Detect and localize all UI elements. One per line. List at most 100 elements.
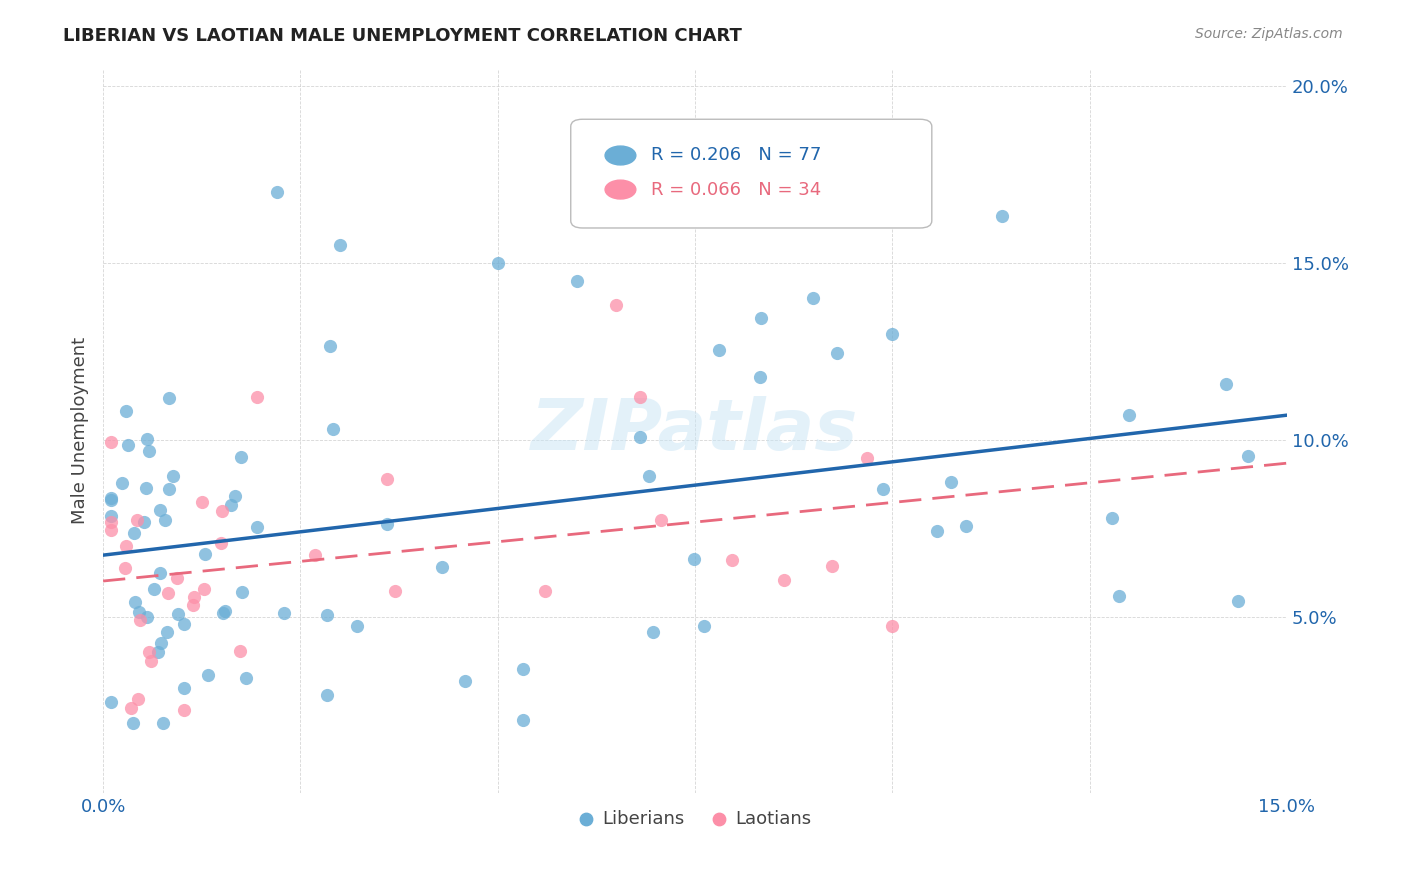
Point (266, 186, 288, 200)
Point (304, 548, 326, 562)
Point (193, 582, 215, 597)
Point (194, 547, 217, 561)
Point (157, 482, 180, 496)
Point (872, 482, 894, 496)
Point (512, 713, 534, 727)
Point (316, 688, 339, 702)
Point (628, 390, 651, 404)
Point (329, 238, 352, 252)
Point (430, 559, 453, 574)
Point (856, 450, 879, 465)
Point (1118, 408, 1140, 422)
Point (115, 404, 138, 418)
Point (136, 433, 159, 447)
Point (117, 438, 139, 452)
Point (605, 298, 627, 312)
Point (322, 422, 344, 436)
Point (693, 619, 716, 633)
Point (773, 573, 796, 587)
Point (149, 503, 172, 517)
Legend: Liberians, Laotians: Liberians, Laotians (572, 803, 818, 835)
Point (1215, 376, 1237, 391)
Point (682, 552, 704, 566)
Text: R = 0.066   N = 34: R = 0.066 N = 34 (651, 180, 821, 199)
Point (136, 609, 159, 624)
Point (156, 624, 179, 639)
Point (486, 256, 509, 270)
Point (162, 468, 184, 483)
Point (115, 539, 138, 553)
Text: Source: ZipAtlas.com: Source: ZipAtlas.com (1195, 27, 1343, 41)
Point (120, 701, 142, 715)
Point (751, 310, 773, 325)
Point (748, 369, 770, 384)
Point (219, 498, 242, 512)
Point (167, 607, 190, 621)
Point (138, 645, 160, 659)
Point (1226, 594, 1249, 608)
Point (882, 326, 904, 341)
Point (1101, 511, 1123, 525)
Point (111, 476, 134, 491)
Point (197, 668, 219, 682)
Point (565, 274, 588, 288)
Point (231, 585, 253, 599)
Point (100, 515, 122, 529)
Point (138, 444, 160, 458)
Point (224, 489, 246, 503)
Point (316, 607, 339, 622)
Text: ZIPatlas: ZIPatlas (531, 396, 859, 466)
Point (128, 605, 150, 619)
Point (209, 536, 232, 550)
Circle shape (605, 180, 636, 199)
Point (955, 518, 977, 533)
Point (121, 715, 143, 730)
Point (146, 645, 169, 659)
Point (135, 481, 157, 495)
Point (114, 561, 136, 575)
Point (925, 524, 948, 538)
Point (124, 595, 146, 609)
Point (637, 469, 659, 483)
Point (375, 517, 398, 532)
Point (650, 513, 672, 527)
Point (157, 391, 180, 405)
Y-axis label: Male Unemployment: Male Unemployment (72, 337, 89, 524)
Point (630, 430, 652, 444)
Point (821, 559, 844, 574)
Point (153, 513, 176, 527)
Point (453, 673, 475, 688)
Point (707, 343, 730, 358)
Point (100, 434, 122, 449)
Point (134, 515, 156, 529)
Point (181, 598, 204, 612)
Point (125, 513, 148, 527)
Point (211, 504, 233, 518)
Point (1237, 449, 1260, 463)
Point (533, 583, 555, 598)
Point (825, 346, 848, 360)
Point (100, 491, 122, 505)
Point (142, 582, 165, 597)
Circle shape (605, 146, 636, 165)
Point (173, 681, 195, 696)
Point (122, 526, 145, 541)
Point (346, 619, 368, 633)
Point (990, 210, 1012, 224)
Point (100, 695, 122, 709)
Point (384, 583, 406, 598)
Point (229, 644, 252, 658)
Point (643, 624, 665, 639)
Point (214, 604, 236, 618)
Point (129, 613, 152, 627)
Point (273, 606, 295, 620)
Point (319, 339, 342, 353)
Text: LIBERIAN VS LAOTIAN MALE UNEMPLOYMENT CORRELATION CHART: LIBERIAN VS LAOTIAN MALE UNEMPLOYMENT CO… (63, 27, 742, 45)
Point (246, 390, 269, 404)
FancyBboxPatch shape (571, 120, 932, 228)
Point (191, 495, 214, 509)
Text: R = 0.206   N = 77: R = 0.206 N = 77 (651, 146, 821, 164)
Point (127, 692, 149, 706)
Point (139, 654, 162, 668)
Point (100, 524, 122, 538)
